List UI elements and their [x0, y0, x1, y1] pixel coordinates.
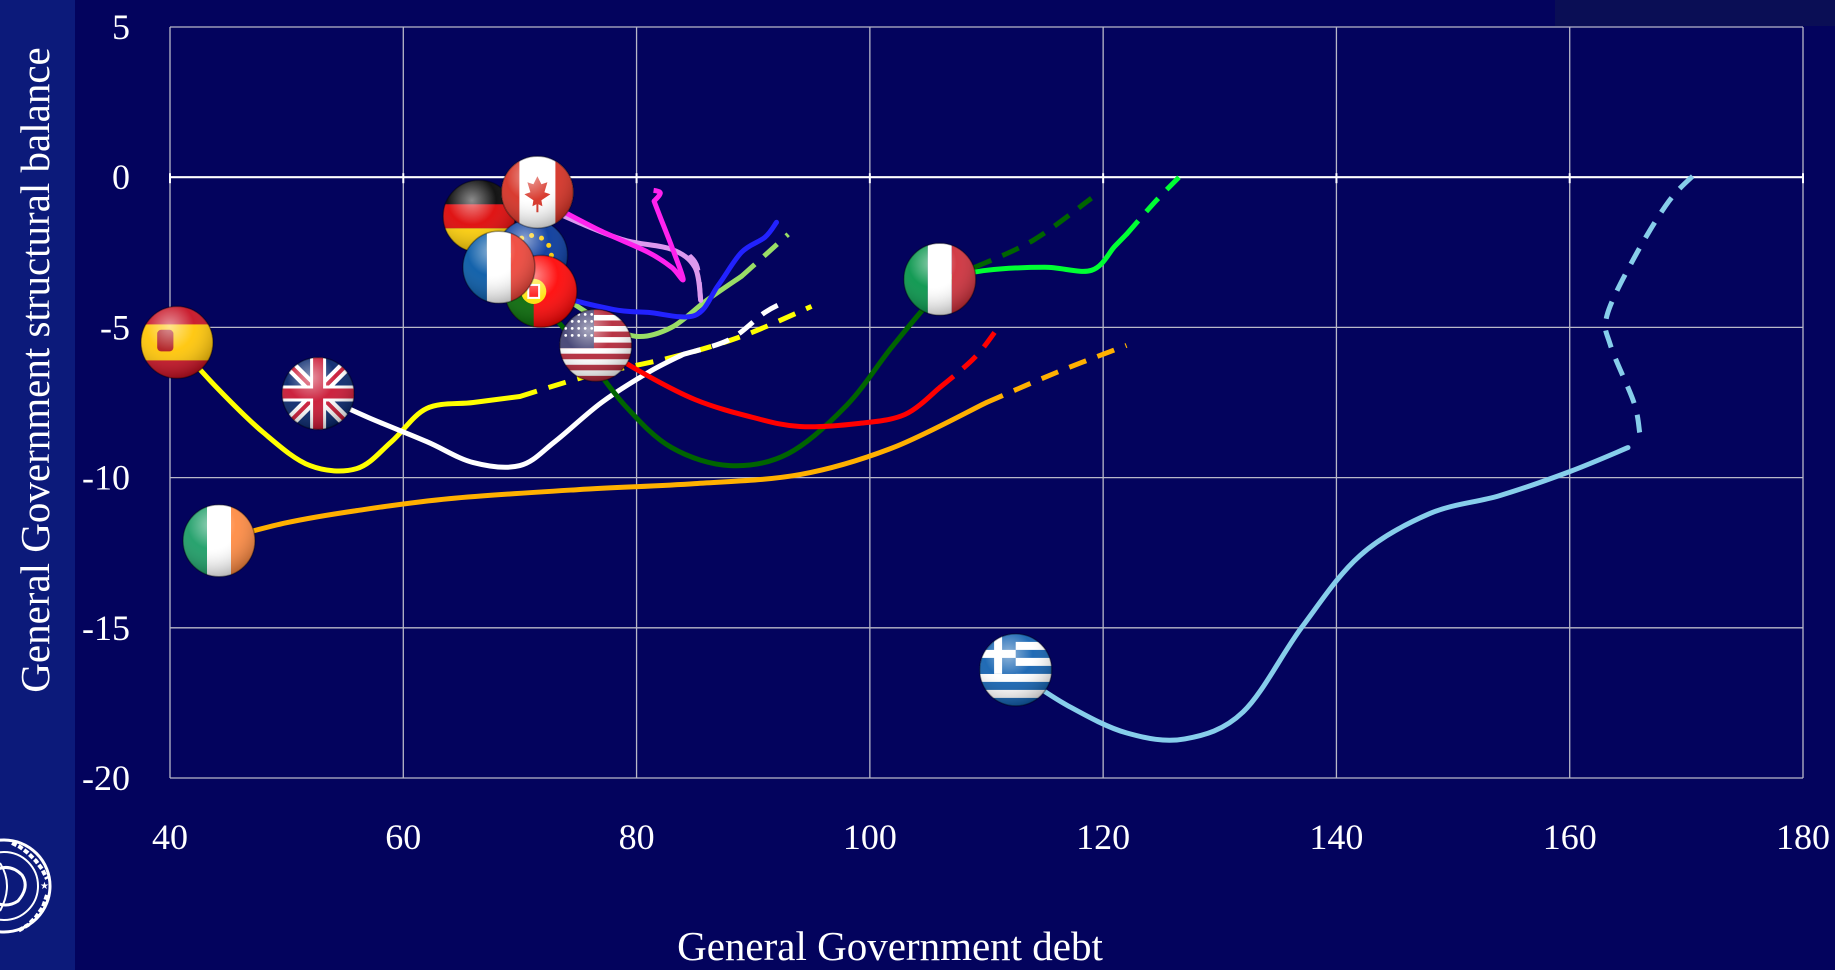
- italy-series-solid: [937, 231, 1129, 282]
- y-tick-label: 5: [112, 7, 130, 47]
- left-sidebar-band: [0, 0, 75, 970]
- imf-seal-logo: ★: [0, 838, 52, 934]
- x-tick-label: 100: [843, 817, 897, 857]
- top-right-corner-panel: [1555, 0, 1835, 26]
- svg-text:★: ★: [40, 881, 49, 892]
- spain-flag-icon: [140, 305, 214, 380]
- greece-series-projection: [1602, 169, 1700, 433]
- x-tick-label: 40: [152, 817, 188, 857]
- euro-area-series-projection: [739, 232, 790, 279]
- germany-series-projection: [641, 186, 663, 203]
- united-states-series-projection: [938, 325, 1001, 390]
- chart-grid: [169, 26, 1804, 779]
- y-axis-title: General Government structural balance: [12, 47, 58, 692]
- canada-flag-icon: [500, 155, 575, 229]
- x-tick-label: 160: [1543, 817, 1597, 857]
- y-tick-label: -20: [82, 758, 130, 798]
- x-tick-label: 180: [1776, 817, 1830, 857]
- portugal-series-projection: [973, 196, 1093, 270]
- y-tick-label: 0: [112, 157, 130, 197]
- y-tick-label: -10: [82, 458, 130, 498]
- canada-series-projection: [687, 253, 704, 301]
- united-kingdom-series-solid: [313, 351, 686, 470]
- uk-flag-icon: [281, 356, 355, 431]
- united-kingdom-series-projection: [682, 298, 790, 357]
- spain-series-solid: [173, 339, 523, 474]
- ireland-series-solid: [214, 400, 989, 544]
- italy-flag-icon: [903, 242, 977, 317]
- x-tick-label: 80: [619, 817, 655, 857]
- greece-series-solid: [1019, 445, 1631, 743]
- italy-series-projection: [1124, 175, 1181, 236]
- zero-reference-line: [169, 173, 1804, 184]
- x-axis-ticks: 40 60 80 100 120 140 160 180: [152, 817, 1830, 857]
- greece-flag-icon: [978, 633, 1053, 707]
- x-tick-label: 140: [1309, 817, 1363, 857]
- x-tick-label: 60: [385, 817, 421, 857]
- x-axis-title: General Government debt: [677, 923, 1103, 969]
- ireland-flag-icon: [182, 503, 256, 578]
- usa-flag-icon: [558, 308, 633, 383]
- flags-layer: [140, 155, 1053, 707]
- y-tick-label: -5: [100, 307, 130, 347]
- ireland-series-projection: [985, 343, 1128, 405]
- germany-series-solid: [552, 198, 686, 283]
- x-tick-label: 120: [1076, 817, 1130, 857]
- y-axis-ticks: 5 0 -5 -10 -15 -20: [82, 7, 130, 798]
- united-states-series-solid: [587, 336, 943, 430]
- france-flag-icon: [462, 230, 536, 305]
- y-tick-label: -15: [82, 608, 130, 648]
